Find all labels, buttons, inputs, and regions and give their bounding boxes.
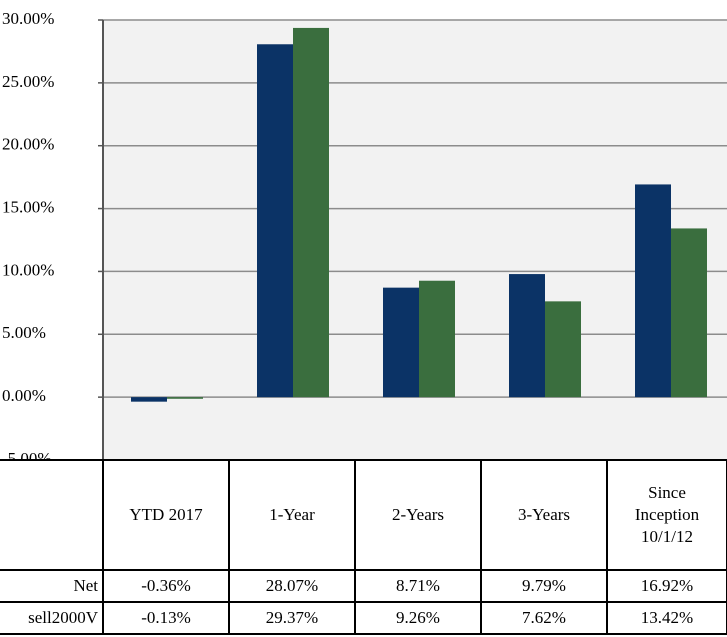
category-text: YTD 2017 bbox=[129, 505, 203, 524]
category-label: 3-Years bbox=[480, 459, 608, 571]
y-tick-label: 10.00% bbox=[2, 260, 54, 279]
chart: -5.00% 0.00% 5.00% 10.00% 15.00% 20.00% 25.00%… bbox=[2, 9, 727, 460]
category-text: 1-Year bbox=[269, 505, 315, 524]
category-label: Since Inception 10/1/12 bbox=[606, 459, 727, 571]
category-label: YTD 2017 bbox=[102, 459, 230, 571]
bar bbox=[383, 287, 419, 398]
bar bbox=[545, 301, 581, 398]
data-table: YTD 2017 1-Year 2-Years 3-Years Since Incept… bbox=[0, 459, 727, 635]
category-label: 1-Year bbox=[228, 459, 356, 571]
category-text: 2-Years bbox=[391, 505, 445, 524]
value-label: 13.42% bbox=[606, 601, 727, 635]
table-row: YTD 2017 1-Year 2-Years 3-Years Since Incept… bbox=[0, 459, 727, 571]
bar bbox=[509, 274, 545, 398]
value-label: 9.79% bbox=[480, 569, 608, 603]
category-text: Since Inception 10/1/12 bbox=[634, 483, 700, 546]
value-label: 7.62% bbox=[480, 601, 608, 635]
bar bbox=[167, 397, 203, 399]
bar bbox=[293, 27, 329, 398]
value-label: 9.26% bbox=[354, 601, 482, 635]
value-label: -0.36% bbox=[102, 569, 230, 603]
corner-cell bbox=[0, 459, 104, 571]
y-tick-label: 15.00% bbox=[2, 197, 54, 216]
bar bbox=[635, 184, 671, 398]
category-label: 2-Years bbox=[354, 459, 482, 571]
bar bbox=[419, 280, 455, 398]
bar bbox=[257, 44, 293, 398]
y-tick-label: 20.00% bbox=[2, 135, 54, 154]
bar bbox=[131, 397, 167, 402]
series-name: sell2000V bbox=[0, 601, 104, 635]
y-tick-label: -5.00% bbox=[2, 449, 52, 460]
category-text: 3-Years bbox=[517, 505, 571, 524]
value-label: 29.37% bbox=[228, 601, 356, 635]
y-tick-label: 5.00% bbox=[2, 323, 46, 342]
value-label: 28.07% bbox=[228, 569, 356, 603]
value-label: 8.71% bbox=[354, 569, 482, 603]
value-label: 16.92% bbox=[606, 569, 727, 603]
bar bbox=[671, 228, 707, 398]
value-label: -0.13% bbox=[102, 601, 230, 635]
series-name: Net bbox=[0, 569, 104, 603]
table-row: sell2000V -0.13% 29.37% 9.26% 7.62% 13.42% bbox=[0, 601, 727, 635]
y-tick-label: 25.00% bbox=[2, 72, 54, 91]
y-tick-label: 30.00% bbox=[2, 9, 54, 28]
table-row: Net -0.36% 28.07% 8.71% 9.79% 16.92% bbox=[0, 569, 727, 603]
y-tick-label: 0.00% bbox=[2, 386, 46, 405]
